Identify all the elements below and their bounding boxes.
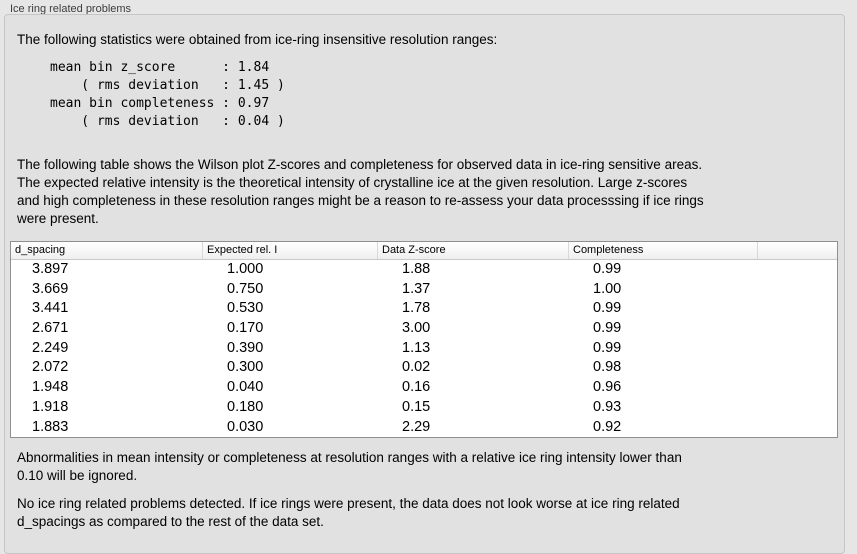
- table-cell: 0.170: [227, 320, 264, 337]
- table-cell-filler: [758, 299, 837, 319]
- table-cell-filler: [758, 378, 837, 398]
- table-cell-filler: [758, 319, 837, 339]
- table-row[interactable]: 2.072 0.300 0.02 0.98: [11, 358, 837, 378]
- table-cell: 0.180: [227, 398, 264, 415]
- panel-title: Ice ring related problems: [10, 3, 132, 15]
- column-header-data-z-score[interactable]: Data Z-score: [378, 242, 569, 259]
- column-header-d-spacing[interactable]: d_spacing: [11, 242, 203, 259]
- table-cell: 1.88: [402, 261, 431, 277]
- table-cell: 0.99: [593, 320, 622, 337]
- table-cell-filler: [758, 358, 837, 378]
- table-cell: 1.948: [32, 379, 69, 396]
- stats-summary-block: mean bin z_score : 1.84 ( rms deviation …: [50, 60, 285, 129]
- table-cell: 1.13: [402, 339, 431, 356]
- column-header-filler: [758, 242, 837, 259]
- table-description-text: The following table shows the Wilson plo…: [17, 157, 704, 226]
- table-cell: 0.99: [593, 300, 622, 317]
- table-cell: 0.99: [593, 261, 622, 277]
- table-cell: 0.92: [593, 418, 622, 435]
- table-cell: 2.072: [32, 359, 69, 376]
- table-cell: 0.02: [402, 359, 431, 376]
- table-row[interactable]: 3.897 1.000 1.88 0.99: [11, 260, 837, 280]
- table-cell: 0.530: [227, 300, 264, 317]
- table-header-row: d_spacing Expected rel. I Data Z-score C…: [11, 242, 837, 260]
- table-cell: 0.750: [227, 280, 264, 297]
- table-cell: 0.15: [402, 398, 431, 415]
- table-cell: 3.441: [32, 300, 69, 317]
- table-cell: 3.669: [32, 280, 69, 297]
- conclusion-text: No ice ring related problems detected. I…: [17, 496, 680, 529]
- table-cell: 1.37: [402, 280, 431, 297]
- table-cell-filler: [758, 398, 837, 418]
- table-row[interactable]: 3.441 0.530 1.78 0.99: [11, 299, 837, 319]
- table-row[interactable]: 1.918 0.180 0.15 0.93: [11, 398, 837, 418]
- table-cell: 0.300: [227, 359, 264, 376]
- table-cell: 0.93: [593, 398, 622, 415]
- table-cell: 3.897: [32, 261, 69, 277]
- table-row[interactable]: 1.883 0.030 2.29 0.92: [11, 418, 837, 438]
- table-row[interactable]: 2.671 0.170 3.00 0.99: [11, 319, 837, 339]
- table-cell-filler: [758, 339, 837, 359]
- table-cell: 2.249: [32, 339, 69, 356]
- table-cell: 3.00: [402, 320, 431, 337]
- table-cell: 0.16: [402, 379, 431, 396]
- table-row[interactable]: 3.669 0.750 1.37 1.00: [11, 280, 837, 300]
- table-cell: 1.000: [227, 261, 264, 277]
- table-cell: 1.78: [402, 300, 431, 317]
- table-cell: 1.918: [32, 398, 69, 415]
- table-cell: 2.671: [32, 320, 69, 337]
- table-cell: 1.00: [593, 280, 622, 297]
- table-cell: 0.98: [593, 359, 622, 376]
- column-header-expected-rel-i[interactable]: Expected rel. I: [203, 242, 378, 259]
- table-row[interactable]: 1.948 0.040 0.16 0.96: [11, 378, 837, 398]
- ice-ring-panel: The following statistics were obtained f…: [4, 14, 845, 554]
- table-cell: 0.99: [593, 339, 622, 356]
- ignore-threshold-note: Abnormalities in mean intensity or compl…: [17, 450, 682, 483]
- table-cell-filler: [758, 260, 837, 280]
- table-cell: 1.883: [32, 418, 69, 435]
- table-cell-filler: [758, 418, 837, 438]
- column-header-completeness[interactable]: Completeness: [569, 242, 758, 259]
- table-cell: 0.040: [227, 379, 264, 396]
- table-cell: 2.29: [402, 418, 431, 435]
- table-cell: 0.390: [227, 339, 264, 356]
- table-cell: 0.030: [227, 418, 264, 435]
- ice-ring-table: d_spacing Expected rel. I Data Z-score C…: [10, 241, 838, 439]
- stats-intro-text: The following statistics were obtained f…: [17, 32, 498, 47]
- table-cell: 0.96: [593, 379, 622, 396]
- table-body: 3.897 1.000 1.88 0.99 3.669 0.750 1.37 1.00 3.44…: [11, 260, 837, 437]
- table-row[interactable]: 2.249 0.390 1.13 0.99: [11, 339, 837, 359]
- table-cell-filler: [758, 280, 837, 300]
